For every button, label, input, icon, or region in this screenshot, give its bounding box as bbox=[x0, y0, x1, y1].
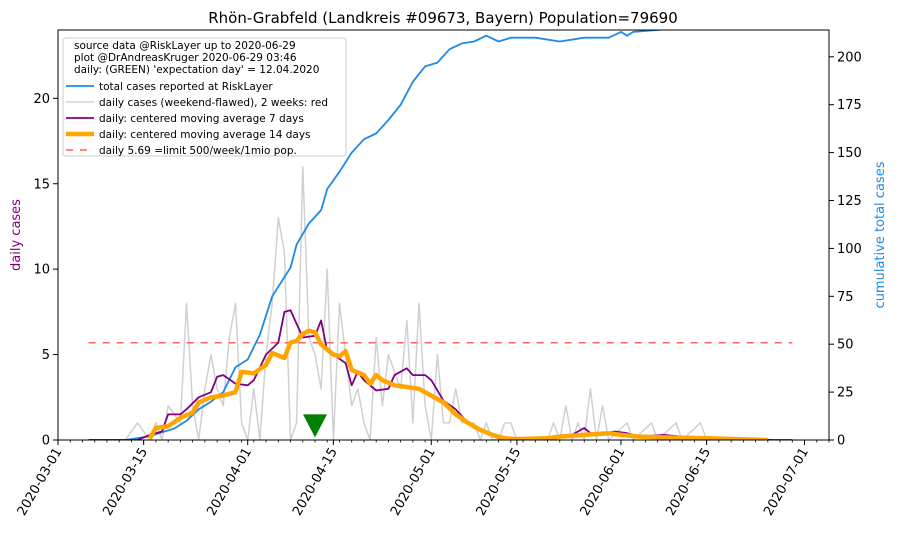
series-total-cases-line bbox=[88, 30, 667, 440]
legend: source data @RiskLayer up to 2020-06-29p… bbox=[62, 37, 347, 157]
y-right-tick-label: 200 bbox=[837, 50, 862, 65]
x-tick-label: 2020-04-15 bbox=[290, 446, 341, 519]
x-tick-label: 2020-05-15 bbox=[474, 446, 525, 519]
y-left-tick-label: 20 bbox=[33, 92, 50, 107]
y-axis-label-right: cumulative total cases bbox=[873, 161, 888, 308]
y-right-tick-label: 50 bbox=[837, 338, 854, 353]
plot-frame bbox=[57, 29, 830, 441]
y-left-tick-label: 10 bbox=[33, 263, 50, 278]
y-left-tick-label: 5 bbox=[42, 348, 50, 363]
legend-entry-label: daily 5.69 =limit 500/week/1mio pop. bbox=[99, 145, 297, 157]
y-right-tick-label: 75 bbox=[837, 290, 854, 305]
y-right-tick-label: 150 bbox=[837, 146, 862, 161]
x-tick-label: 2020-04-01 bbox=[204, 446, 255, 519]
legend-entry-label: daily cases (weekend-flawed), 2 weeks: r… bbox=[99, 97, 328, 109]
legend-header-line: daily: (GREEN) 'expectation day' = 12.04… bbox=[74, 64, 319, 76]
y-left-tick-label: 0 bbox=[42, 434, 50, 449]
y-left-tick-label: 15 bbox=[33, 177, 50, 192]
series-ma14-line bbox=[147, 328, 768, 440]
legend-entry-label: total cases reported at RiskLayer bbox=[99, 81, 273, 93]
chart-title: Rhön-Grabfeld (Landkreis #09673, Bayern)… bbox=[208, 9, 678, 27]
x-tick-label: 2020-03-01 bbox=[15, 446, 66, 519]
y-axis-label-left: daily cases bbox=[9, 199, 24, 271]
x-tick-label: 2020-07-01 bbox=[761, 446, 812, 519]
y-right-tick-label: 175 bbox=[837, 98, 862, 113]
x-tick-label: 2020-06-01 bbox=[578, 446, 629, 519]
legend-entry-label: daily: centered moving average 7 days bbox=[99, 113, 304, 125]
legend-header-line: plot @DrAndreasKruger 2020-06-29 03:46 bbox=[74, 52, 297, 64]
y-right-tick-label: 100 bbox=[837, 242, 862, 257]
x-tick-label: 2020-05-01 bbox=[388, 446, 439, 519]
y-right-tick-label: 25 bbox=[837, 386, 854, 401]
series-ma7-line bbox=[88, 309, 793, 440]
y-right-tick-label: 0 bbox=[837, 434, 845, 449]
x-tick-label: 2020-06-15 bbox=[663, 446, 714, 519]
expectation-day-marker bbox=[303, 414, 327, 438]
legend-entry-label: daily: centered moving average 14 days bbox=[99, 129, 311, 141]
x-tick-label: 2020-03-15 bbox=[100, 446, 151, 519]
legend-header-line: source data @RiskLayer up to 2020-06-29 bbox=[74, 40, 296, 52]
legend-box bbox=[62, 37, 347, 157]
y-right-tick-label: 125 bbox=[837, 194, 862, 209]
series-daily-cases-line bbox=[88, 165, 793, 440]
